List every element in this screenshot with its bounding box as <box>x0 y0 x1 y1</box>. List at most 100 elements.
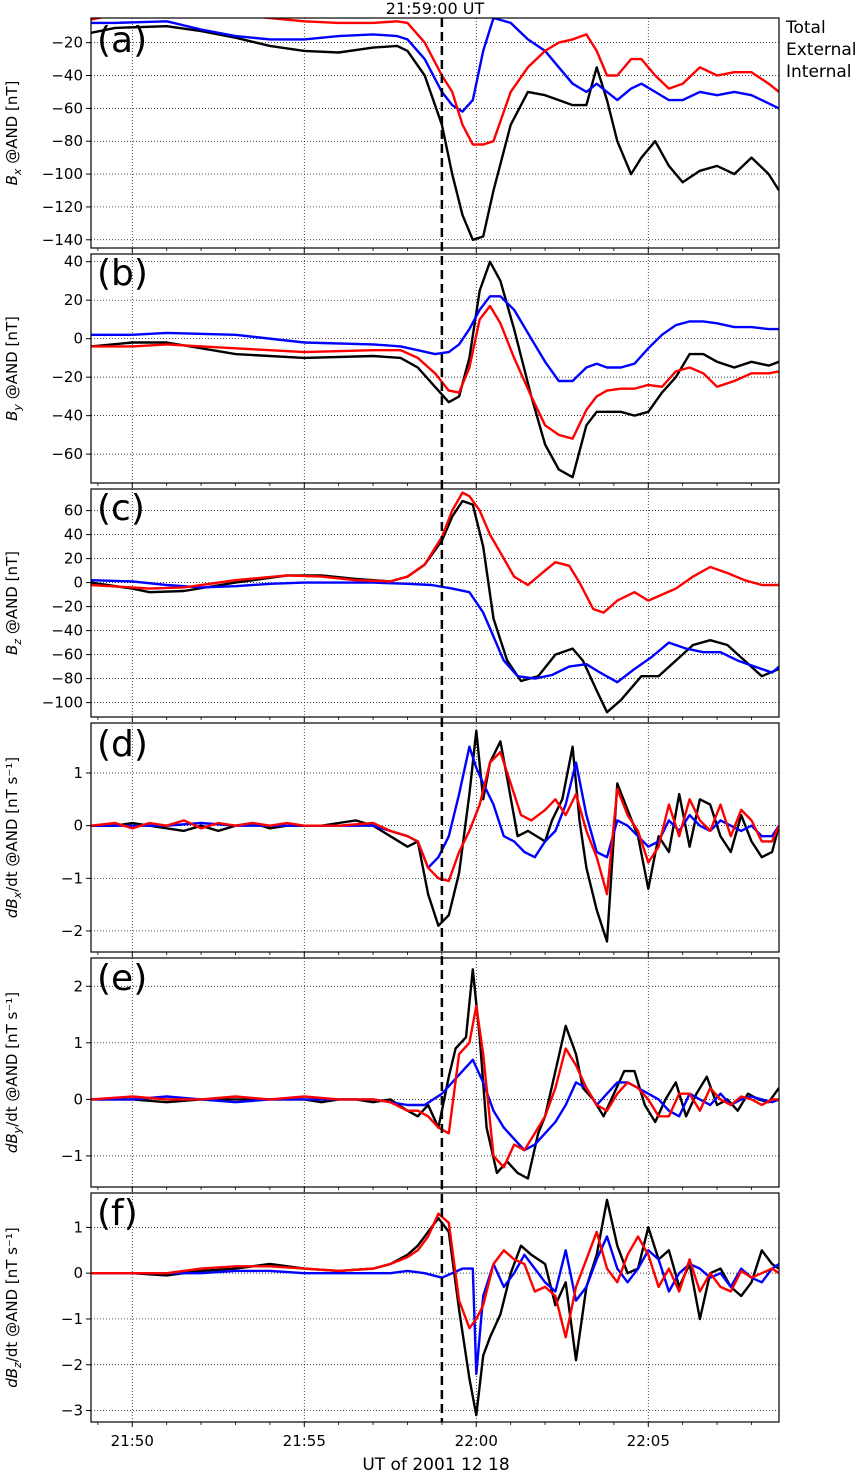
series-line-internal <box>91 491 779 614</box>
y-axis-label-rest: /dt @AND [nT s⁻¹] <box>3 1227 21 1362</box>
series-line-internal <box>91 18 779 146</box>
y-tick-label: −40 <box>51 622 83 640</box>
y-tick-label: 40 <box>64 253 83 271</box>
y-axis-label-main: dB <box>3 1133 21 1153</box>
y-tick-label: 0 <box>73 817 83 835</box>
y-axis-label: dBz/dt @AND [nT s⁻¹] <box>3 1227 24 1388</box>
y-axis-label: dBy/dt @AND [nT s⁻¹] <box>3 992 24 1153</box>
y-axis-label-main: dB <box>3 898 21 918</box>
series-line-internal <box>91 1004 779 1169</box>
legend-internal: Internal <box>786 62 852 82</box>
panel-f: 1 0 −1 −2 −3 (f) dBz/dt @AND [nT s⁻¹] <box>3 1192 780 1427</box>
y-axis-label-main: B <box>3 175 21 185</box>
y-axis-label-rest: @AND [nT] <box>3 551 21 639</box>
y-axis-label-sub: z <box>11 1362 24 1369</box>
y-axis-label-rest: @AND [nT] <box>3 81 21 169</box>
y-tick-label: 0 <box>73 574 83 592</box>
y-tick-label: −2 <box>61 922 83 940</box>
y-tick-label: −40 <box>51 407 83 425</box>
y-tick-label: −120 <box>42 198 83 216</box>
series-line-external <box>91 579 779 684</box>
y-tick-label: 20 <box>64 291 83 309</box>
x-axis-title: UT of 2001 12 18 <box>362 1455 509 1472</box>
series-line-internal <box>91 1212 779 1339</box>
series-line-external <box>91 1235 779 1376</box>
series-line-external <box>91 18 779 113</box>
series-line-total <box>91 968 779 1180</box>
legend: Total External Internal <box>785 18 857 82</box>
y-tick-label: −140 <box>42 231 83 249</box>
series-line-internal <box>91 750 779 896</box>
series-line-internal <box>91 304 779 440</box>
panel-letter: (a) <box>97 20 147 61</box>
panel-b: 40 20 0 −20 −40 −60 (b) By @AND [nT] <box>3 253 780 488</box>
panel-frame <box>90 488 780 718</box>
panel-letter: (b) <box>97 253 148 294</box>
y-axis-label: Bx @AND [nT] <box>3 81 24 186</box>
y-tick-label: −20 <box>51 368 83 386</box>
y-tick-label: −1 <box>61 1310 83 1328</box>
y-axis-label: Bz @AND [nT] <box>3 551 24 655</box>
y-tick-label: −1 <box>61 869 83 887</box>
y-axis-label-main: dB <box>3 1368 21 1388</box>
y-tick-label: 2 <box>73 977 83 995</box>
y-tick-label: −60 <box>51 646 83 664</box>
series-line-total <box>91 499 779 714</box>
y-tick-label: 0 <box>73 1090 83 1108</box>
panel-c: 60 40 20 0 −20 −40 −60 −80 −100 (c) Bz @AND [nT] <box>3 488 780 722</box>
panel-letter: (f) <box>97 1193 138 1234</box>
series-line-total <box>91 25 779 242</box>
panel-letter: (e) <box>97 958 147 999</box>
panel-d: 1 0 −1 −2 (d) dBx/dt @AND [nT s⁻¹] <box>3 722 780 957</box>
panel-frame <box>90 722 780 953</box>
y-tick-label: −2 <box>61 1356 83 1374</box>
y-tick-label: 0 <box>73 330 83 348</box>
panel-letter: (c) <box>97 488 145 529</box>
y-axis-label-rest: /dt @AND [nT s⁻¹] <box>3 757 21 892</box>
series-line-external <box>91 295 779 383</box>
panel-frame <box>90 253 780 484</box>
y-axis-label: dBx/dt @AND [nT s⁻¹] <box>3 757 24 918</box>
y-tick-label: 1 <box>73 1218 83 1236</box>
x-tick-label: 22:05 <box>627 1432 670 1450</box>
y-axis-label-main: B <box>3 645 21 655</box>
y-tick-label: −20 <box>51 34 83 52</box>
y-tick-label: 1 <box>73 1034 83 1052</box>
y-tick-label: −80 <box>51 132 83 150</box>
y-tick-label: 60 <box>64 502 83 520</box>
y-tick-label: −60 <box>51 99 83 117</box>
y-axis-label-sub: z <box>11 639 24 646</box>
panel-a: −20 −40 −60 −80 −100 −120 −140 (a) Bx @AND [nT] <box>3 17 780 253</box>
y-axis-label-sub: y <box>11 404 24 412</box>
panel-frame <box>90 1192 780 1423</box>
panel-e: 2 1 0 −1 (e) dBy/dt @AND [nT s⁻¹] <box>3 957 780 1192</box>
y-axis-label-rest: /dt @AND [nT s⁻¹] <box>3 992 21 1127</box>
y-tick-label: −100 <box>42 165 83 183</box>
x-tick-label: 21:55 <box>283 1432 326 1450</box>
y-axis-label-sub: x <box>11 168 24 176</box>
x-tick-label: 21:50 <box>111 1432 154 1450</box>
series-line-total <box>91 1198 779 1417</box>
y-tick-label: 20 <box>64 550 83 568</box>
y-tick-label: −20 <box>51 598 83 616</box>
legend-total: Total <box>785 18 826 38</box>
y-axis-label-main: B <box>3 411 21 421</box>
y-tick-label: −60 <box>51 445 83 463</box>
y-axis-label-rest: @AND [nT] <box>3 316 21 404</box>
y-axis-label-sub: x <box>11 891 24 899</box>
y-axis-label-sub: y <box>11 1126 24 1134</box>
x-tick-label: 22:00 <box>455 1432 498 1450</box>
y-tick-label: −1 <box>61 1147 83 1165</box>
series-line-external <box>91 745 779 869</box>
panels: −20−40−60−80−100−120−140(a)Bx @AND [nT]4… <box>3 17 780 1427</box>
panel-frame <box>90 957 780 1188</box>
y-tick-label: 1 <box>73 764 83 782</box>
event-time-label: 21:59:00 UT <box>386 0 485 18</box>
series-line-external <box>91 1058 779 1152</box>
series-line-total <box>91 260 779 479</box>
legend-external: External <box>786 40 857 60</box>
y-tick-label: −100 <box>42 694 83 712</box>
series-line-total <box>91 729 779 943</box>
y-tick-label: −80 <box>51 670 83 688</box>
